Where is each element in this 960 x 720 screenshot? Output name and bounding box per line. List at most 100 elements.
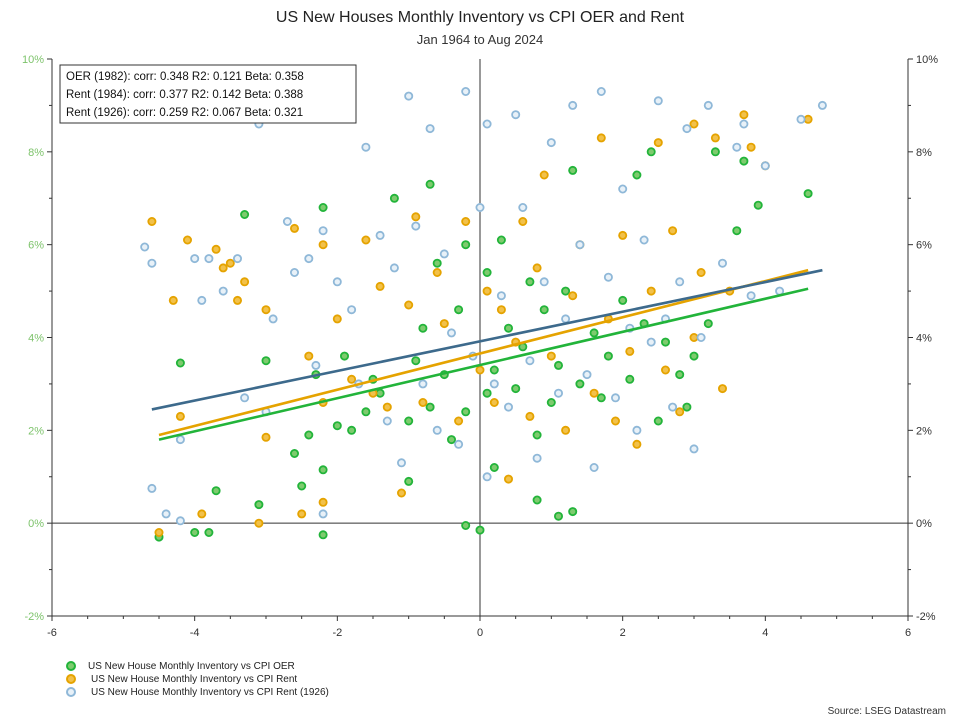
y-tick-left-label: 4% [28, 333, 44, 345]
point-rent-1926 [461, 87, 471, 97]
point-rent-1926 [404, 91, 414, 101]
trend-line-rent-1984 [158, 268, 809, 437]
legend-marker-rent [66, 674, 76, 684]
point-oer [739, 156, 749, 166]
point-rent-1926 [389, 263, 399, 273]
y-tick-right-label: 8% [916, 147, 932, 159]
point-oer [482, 267, 492, 277]
chart-subtitle: Jan 1964 to Aug 2024 [417, 32, 544, 47]
point-rent-1926 [582, 370, 592, 380]
point-oer [753, 200, 763, 210]
point-rent-1926 [304, 254, 314, 264]
point-rent-1926 [603, 272, 613, 282]
point-rent-1926 [518, 202, 528, 212]
point-oer [240, 209, 250, 219]
point-rent-1926 [589, 462, 599, 472]
x-tick-label: -2 [332, 627, 342, 639]
point-rent-1926 [432, 425, 442, 435]
point-oer [411, 356, 421, 366]
point-rent-1926 [689, 444, 699, 454]
point-rent-1926 [147, 483, 157, 493]
point-rent-1984 [396, 488, 406, 498]
point-rent-1926 [240, 393, 250, 403]
legend-marker-rent-1926 [66, 687, 76, 697]
point-oer [332, 421, 342, 431]
point-rent-1984 [225, 258, 235, 268]
point-rent-1926 [546, 138, 556, 148]
point-rent-1926 [525, 356, 535, 366]
stats-line-rent-1984: Rent (1984): corr: 0.377 R2: 0.142 Beta:… [66, 89, 303, 101]
point-oer [297, 481, 307, 491]
point-oer [532, 430, 542, 440]
point-rent-1984 [689, 332, 699, 342]
point-oer [389, 193, 399, 203]
point-rent-1926 [475, 202, 485, 212]
point-rent-1984 [589, 388, 599, 398]
point-oer [318, 530, 328, 540]
point-rent-1984 [696, 267, 706, 277]
point-rent-1926 [382, 416, 392, 426]
point-rent-1926 [639, 235, 649, 245]
point-oer [339, 351, 349, 361]
legend: US New House Monthly Inventory vs CPI OE… [66, 661, 329, 698]
point-rent-1984 [632, 439, 642, 449]
point-rent-1984 [718, 384, 728, 394]
point-oer [175, 358, 185, 368]
trend-line-rent-1926 [151, 268, 823, 411]
point-rent-1984 [432, 267, 442, 277]
point-oer [682, 402, 692, 412]
point-oer [318, 202, 328, 212]
series-oer [154, 147, 813, 542]
point-rent-1926 [732, 142, 742, 152]
point-rent-1926 [482, 119, 492, 129]
point-oer [482, 388, 492, 398]
point-rent-1926 [361, 142, 371, 152]
point-rent-1984 [197, 509, 207, 519]
point-oer [703, 319, 713, 329]
point-oer [589, 328, 599, 338]
point-rent-1926 [454, 439, 464, 449]
x-tick-label: 6 [905, 627, 911, 639]
point-rent-1926 [503, 402, 513, 412]
point-oer [710, 147, 720, 157]
point-rent-1926 [760, 161, 770, 171]
point-rent-1926 [575, 240, 585, 250]
point-rent-1984 [168, 295, 178, 305]
point-oer [318, 465, 328, 475]
point-oer [603, 351, 613, 361]
point-oer [190, 528, 200, 538]
point-rent-1984 [539, 170, 549, 180]
point-oer [361, 407, 371, 417]
point-rent-1984 [218, 263, 228, 273]
y-tick-left-label: 8% [28, 147, 44, 159]
point-rent-1984 [439, 319, 449, 329]
point-rent-1984 [382, 402, 392, 412]
point-rent-1984 [147, 216, 157, 226]
point-rent-1984 [646, 286, 656, 296]
point-rent-1984 [618, 230, 628, 240]
point-rent-1926 [539, 277, 549, 287]
point-rent-1984 [411, 212, 421, 222]
point-rent-1926 [232, 254, 242, 264]
point-rent-1984 [232, 295, 242, 305]
point-rent-1984 [525, 411, 535, 421]
point-rent-1926 [511, 110, 521, 120]
point-oer [554, 360, 564, 370]
stats-line-oer: OER (1982): corr: 0.348 R2: 0.121 Beta: … [66, 71, 304, 83]
point-oer [503, 323, 513, 333]
point-rent-1926 [718, 258, 728, 268]
point-rent-1926 [796, 114, 806, 124]
point-rent-1926 [817, 100, 827, 110]
point-oer [454, 305, 464, 315]
point-rent-1926 [347, 305, 357, 315]
point-rent-1984 [503, 474, 513, 484]
point-oer [489, 365, 499, 375]
point-oer [561, 286, 571, 296]
point-oer [211, 486, 221, 496]
stats-line-rent-1926: Rent (1926): corr: 0.259 R2: 0.067 Beta:… [66, 107, 303, 119]
point-oer [204, 528, 214, 538]
point-rent-1984 [418, 397, 428, 407]
y-tick-right-label: 2% [916, 425, 932, 437]
point-oer [425, 402, 435, 412]
